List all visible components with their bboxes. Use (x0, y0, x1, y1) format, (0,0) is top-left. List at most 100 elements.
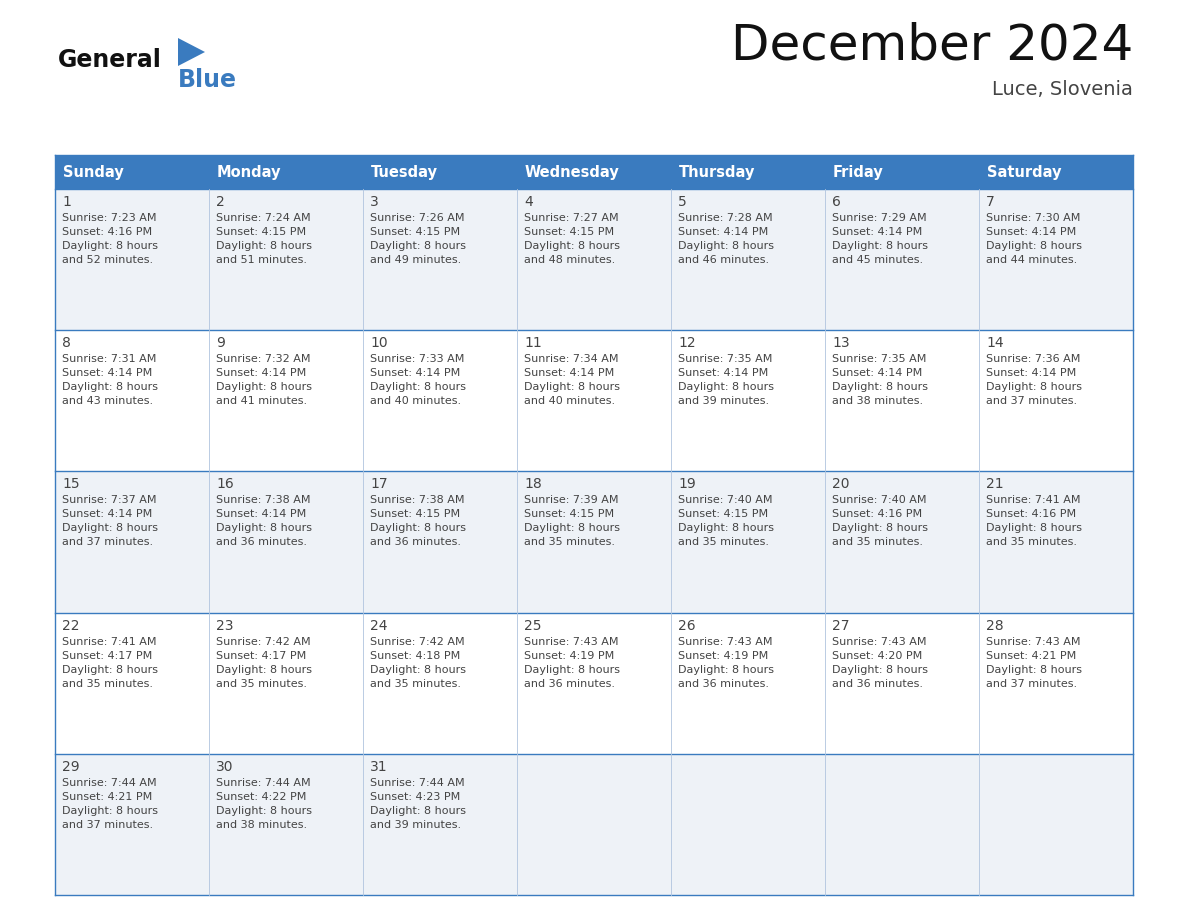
Text: 15: 15 (62, 477, 80, 491)
Text: Sunrise: 7:43 AM: Sunrise: 7:43 AM (832, 636, 927, 646)
Text: Daylight: 8 hours: Daylight: 8 hours (62, 241, 158, 251)
Bar (364, 754, 517, 895)
Text: Sunrise: 7:40 AM: Sunrise: 7:40 AM (678, 496, 772, 506)
Text: Sunset: 4:22 PM: Sunset: 4:22 PM (216, 792, 307, 801)
Bar (209, 754, 364, 895)
Bar (55, 330, 209, 472)
Text: and 52 minutes.: and 52 minutes. (62, 255, 153, 265)
Text: 25: 25 (524, 619, 542, 633)
Text: Monday: Monday (217, 164, 282, 180)
Bar (517, 330, 671, 472)
Text: and 37 minutes.: and 37 minutes. (62, 820, 153, 830)
Text: Daylight: 8 hours: Daylight: 8 hours (524, 523, 620, 533)
Text: Sunrise: 7:38 AM: Sunrise: 7:38 AM (216, 496, 310, 506)
Text: Sunset: 4:14 PM: Sunset: 4:14 PM (369, 368, 460, 378)
Text: Sunrise: 7:44 AM: Sunrise: 7:44 AM (369, 778, 465, 788)
Text: and 37 minutes.: and 37 minutes. (62, 537, 153, 547)
Bar (671, 754, 824, 895)
Text: Sunset: 4:17 PM: Sunset: 4:17 PM (62, 651, 152, 661)
Text: 20: 20 (832, 477, 849, 491)
Text: Sunday: Sunday (63, 164, 124, 180)
Text: and 36 minutes.: and 36 minutes. (524, 678, 615, 688)
Bar (209, 612, 364, 754)
Bar (979, 612, 1133, 754)
Text: and 36 minutes.: and 36 minutes. (832, 678, 923, 688)
Text: Daylight: 8 hours: Daylight: 8 hours (216, 806, 312, 816)
Text: Sunset: 4:18 PM: Sunset: 4:18 PM (369, 651, 460, 661)
Text: Daylight: 8 hours: Daylight: 8 hours (832, 382, 928, 392)
Text: Sunrise: 7:34 AM: Sunrise: 7:34 AM (524, 354, 619, 364)
Bar (824, 472, 979, 612)
Text: and 45 minutes.: and 45 minutes. (832, 255, 923, 265)
Text: and 37 minutes.: and 37 minutes. (986, 678, 1078, 688)
Text: Sunrise: 7:41 AM: Sunrise: 7:41 AM (986, 496, 1081, 506)
Text: Sunset: 4:14 PM: Sunset: 4:14 PM (62, 509, 152, 520)
Text: Sunset: 4:14 PM: Sunset: 4:14 PM (678, 227, 769, 237)
Bar (671, 330, 824, 472)
Text: Sunset: 4:14 PM: Sunset: 4:14 PM (524, 368, 614, 378)
Text: Sunrise: 7:37 AM: Sunrise: 7:37 AM (62, 496, 157, 506)
Text: 3: 3 (369, 195, 379, 209)
Text: Sunset: 4:20 PM: Sunset: 4:20 PM (832, 651, 922, 661)
Text: Sunrise: 7:27 AM: Sunrise: 7:27 AM (524, 213, 619, 223)
Text: Sunset: 4:14 PM: Sunset: 4:14 PM (986, 227, 1076, 237)
Text: Daylight: 8 hours: Daylight: 8 hours (216, 523, 312, 533)
Text: Sunset: 4:15 PM: Sunset: 4:15 PM (524, 227, 614, 237)
Text: Daylight: 8 hours: Daylight: 8 hours (62, 382, 158, 392)
Text: Sunset: 4:15 PM: Sunset: 4:15 PM (678, 509, 769, 520)
Text: Sunrise: 7:44 AM: Sunrise: 7:44 AM (216, 778, 310, 788)
Text: Daylight: 8 hours: Daylight: 8 hours (216, 665, 312, 675)
Text: and 38 minutes.: and 38 minutes. (216, 820, 308, 830)
Bar (55, 189, 209, 330)
Bar (364, 472, 517, 612)
Text: and 38 minutes.: and 38 minutes. (832, 397, 923, 406)
Bar (517, 155, 671, 189)
Text: and 44 minutes.: and 44 minutes. (986, 255, 1078, 265)
Bar (55, 754, 209, 895)
Text: Daylight: 8 hours: Daylight: 8 hours (524, 382, 620, 392)
Text: Sunset: 4:14 PM: Sunset: 4:14 PM (986, 368, 1076, 378)
Bar (671, 155, 824, 189)
Text: and 40 minutes.: and 40 minutes. (369, 397, 461, 406)
Text: Thursday: Thursday (680, 164, 756, 180)
Text: Sunrise: 7:43 AM: Sunrise: 7:43 AM (524, 636, 619, 646)
Text: and 51 minutes.: and 51 minutes. (216, 255, 307, 265)
Text: Daylight: 8 hours: Daylight: 8 hours (62, 806, 158, 816)
Text: 21: 21 (986, 477, 1004, 491)
Text: Sunrise: 7:35 AM: Sunrise: 7:35 AM (832, 354, 927, 364)
Text: Daylight: 8 hours: Daylight: 8 hours (832, 523, 928, 533)
Text: Sunset: 4:19 PM: Sunset: 4:19 PM (524, 651, 614, 661)
Bar (517, 612, 671, 754)
Bar (55, 612, 209, 754)
Text: Daylight: 8 hours: Daylight: 8 hours (524, 241, 620, 251)
Text: Sunset: 4:15 PM: Sunset: 4:15 PM (369, 509, 460, 520)
Bar (979, 330, 1133, 472)
Text: and 49 minutes.: and 49 minutes. (369, 255, 461, 265)
Text: Blue: Blue (178, 68, 236, 92)
Text: 9: 9 (216, 336, 225, 350)
Text: 12: 12 (678, 336, 696, 350)
Text: Sunrise: 7:26 AM: Sunrise: 7:26 AM (369, 213, 465, 223)
Text: and 35 minutes.: and 35 minutes. (369, 678, 461, 688)
Text: Friday: Friday (833, 164, 884, 180)
Text: and 48 minutes.: and 48 minutes. (524, 255, 615, 265)
Bar (364, 189, 517, 330)
Text: 27: 27 (832, 619, 849, 633)
Text: and 35 minutes.: and 35 minutes. (678, 537, 769, 547)
Text: and 35 minutes.: and 35 minutes. (216, 678, 307, 688)
Text: Sunrise: 7:44 AM: Sunrise: 7:44 AM (62, 778, 157, 788)
Text: Sunset: 4:23 PM: Sunset: 4:23 PM (369, 792, 460, 801)
Text: and 35 minutes.: and 35 minutes. (62, 678, 153, 688)
Bar (517, 189, 671, 330)
Text: Daylight: 8 hours: Daylight: 8 hours (369, 806, 466, 816)
Text: Sunset: 4:14 PM: Sunset: 4:14 PM (216, 368, 307, 378)
Bar (671, 189, 824, 330)
Text: Sunset: 4:16 PM: Sunset: 4:16 PM (62, 227, 152, 237)
Text: Sunrise: 7:32 AM: Sunrise: 7:32 AM (216, 354, 310, 364)
Bar (517, 754, 671, 895)
Text: 31: 31 (369, 760, 387, 774)
Bar (824, 189, 979, 330)
Text: Daylight: 8 hours: Daylight: 8 hours (369, 523, 466, 533)
Text: Daylight: 8 hours: Daylight: 8 hours (216, 241, 312, 251)
Text: 5: 5 (678, 195, 687, 209)
